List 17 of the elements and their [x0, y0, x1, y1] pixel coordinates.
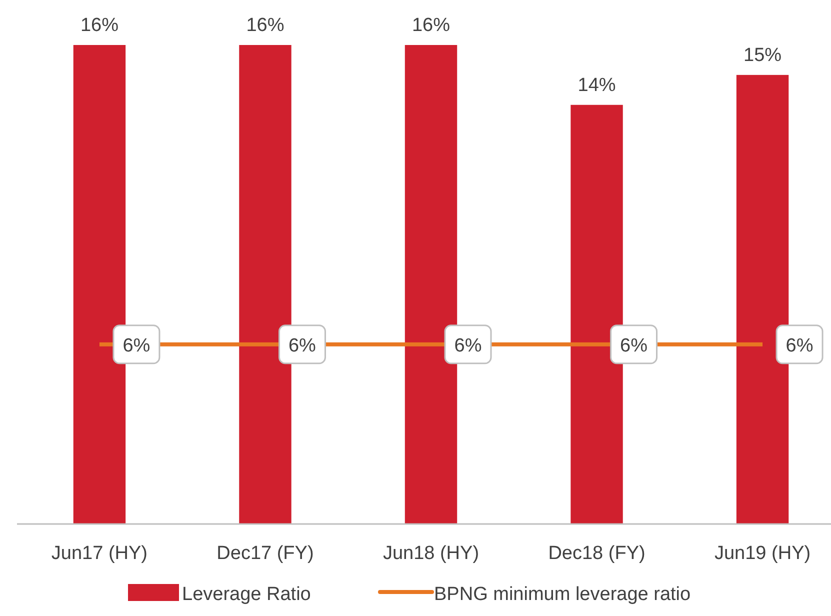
x-tick-label: Dec17 (FY)	[216, 543, 314, 564]
data-label: 14%	[578, 74, 616, 96]
data-label: 16%	[80, 15, 119, 36]
data-label: 6%	[122, 335, 150, 356]
legend-label: Leverage Ratio	[182, 584, 311, 605]
x-tick-label: Dec18 (FY)	[548, 543, 646, 564]
data-label: 6%	[620, 335, 648, 356]
data-label: 6%	[288, 335, 316, 356]
x-tick-label: Jun17 (HY)	[51, 543, 148, 564]
x-tick-label: Jun18 (HY)	[382, 543, 480, 564]
data-label: 6%	[786, 335, 814, 356]
legend-label: BPNG minimum leverage ratio	[434, 584, 691, 605]
data-label: 15%	[744, 44, 782, 66]
x-tick-label: Jun19 (HY)	[714, 543, 811, 564]
data-label: 16%	[412, 15, 450, 36]
data-label: 6%	[454, 335, 482, 356]
data-label: 16%	[246, 15, 284, 36]
